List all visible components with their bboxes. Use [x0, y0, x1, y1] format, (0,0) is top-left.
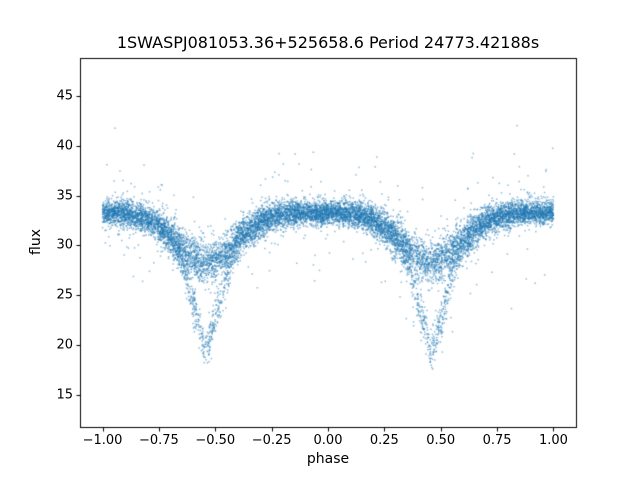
x-tick-label: 0.00 [313, 433, 343, 448]
y-tick-label: 15 [56, 387, 73, 403]
x-tick-label: −1.00 [82, 433, 123, 448]
chart-title: 1SWASPJ081053.36+525658.6 Period 24773.4… [116, 33, 540, 52]
x-tick-label: 0.50 [426, 433, 456, 448]
y-tick-label: 45 [56, 88, 73, 104]
y-axis-label: flux [28, 229, 44, 255]
y-tick-label: 25 [56, 287, 73, 303]
x-tick-label: 0.25 [369, 433, 399, 448]
x-tick-label: −0.25 [251, 433, 292, 448]
x-tick-label: −0.50 [195, 433, 236, 448]
y-tick-label: 20 [56, 337, 73, 353]
y-tick-label: 40 [56, 138, 73, 154]
x-axis-label: phase [306, 451, 350, 467]
y-tick-label: 30 [56, 237, 73, 253]
x-tick-label: −0.75 [138, 433, 179, 448]
x-tick-label: 0.75 [482, 433, 512, 448]
x-tick-label: 1.00 [538, 433, 568, 448]
y-tick-label: 35 [56, 188, 73, 204]
